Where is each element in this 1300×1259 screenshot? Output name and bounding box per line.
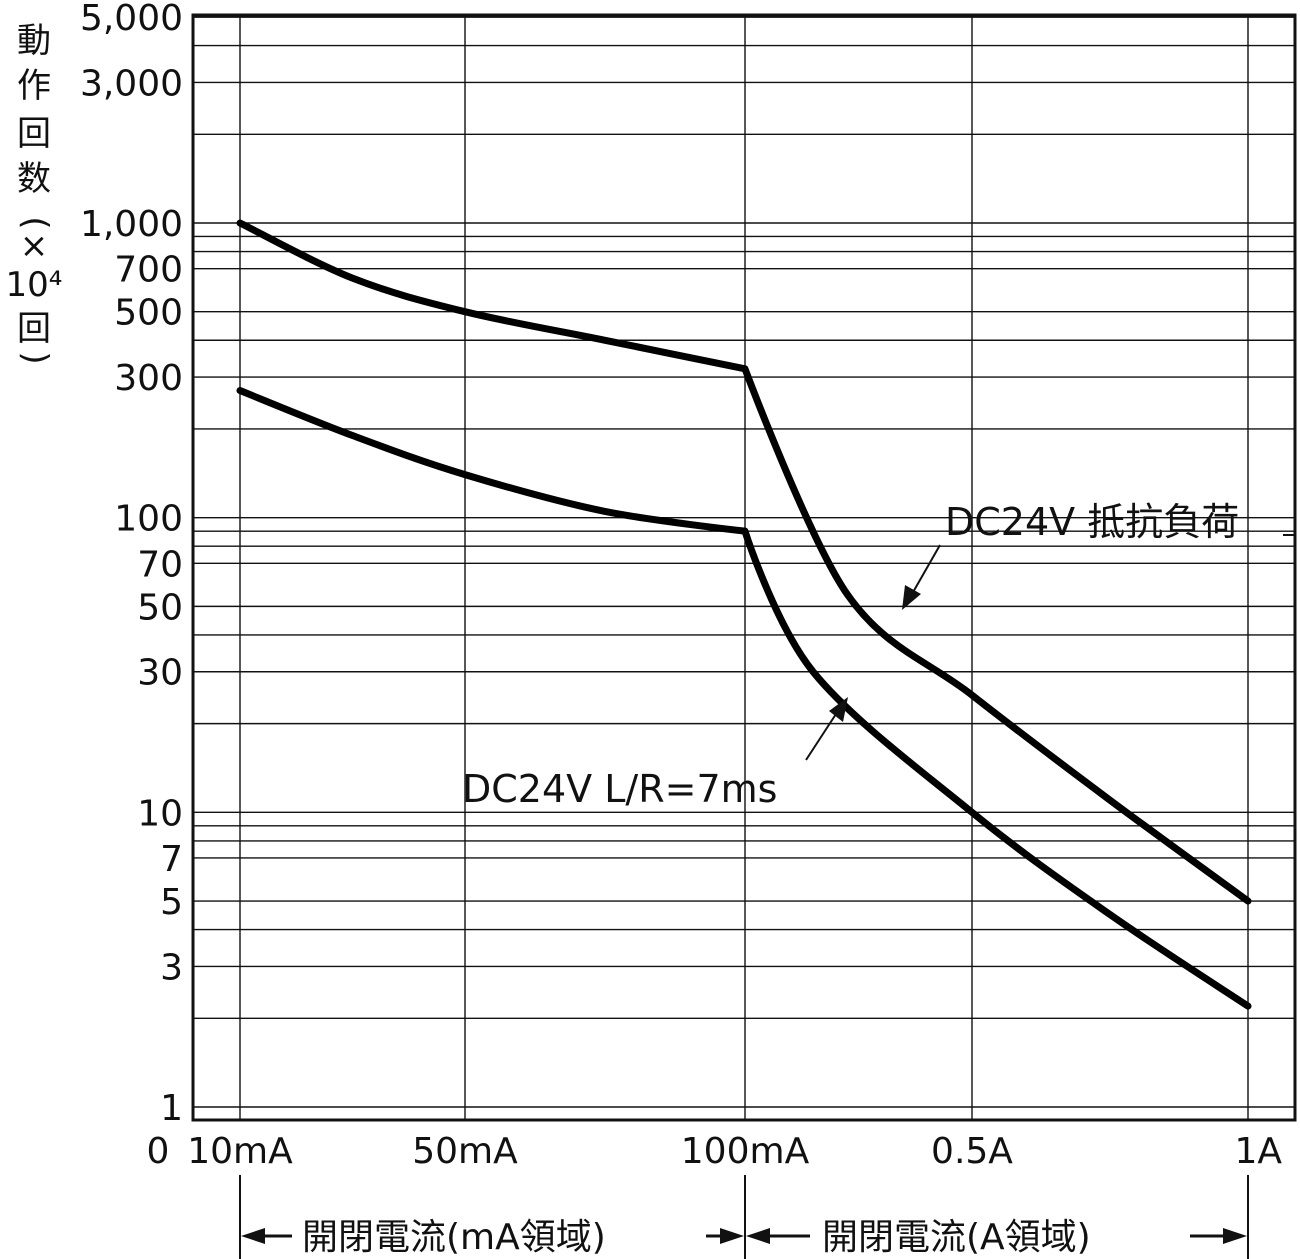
y-tick-label: 7 — [160, 839, 183, 880]
x-tick-label: 100mA — [681, 1131, 810, 1172]
annotation-leader — [911, 544, 941, 595]
x-range-brackets: 開閉電流(mA領域) 開閉電流(A領域) — [239, 1175, 1249, 1259]
grid-lines — [193, 15, 1295, 1120]
y-tick-label: 30 — [137, 653, 183, 694]
y-axis-label-char: 数 — [17, 159, 51, 199]
y-axis-label-char: 10⁴ — [6, 265, 63, 305]
series-line-1 — [236, 387, 1252, 1010]
x-origin-label: 0 — [147, 1131, 170, 1172]
annotation-arrowhead — [829, 697, 848, 722]
y-tick-label: 5,000 — [80, 0, 183, 39]
range-arrow-right — [1223, 1228, 1247, 1244]
y-tick-label: 3,000 — [80, 63, 183, 104]
range-label-ma: 開閉電流(mA領域) — [302, 1217, 606, 1258]
y-tick-label: 1 — [160, 1088, 183, 1129]
x-tick-label: 0.5A — [931, 1131, 1013, 1172]
y-tick-label: 3 — [160, 947, 183, 988]
range-arrow-left — [746, 1228, 770, 1244]
x-tick-label: 50mA — [412, 1131, 518, 1172]
y-tick-label: 300 — [114, 358, 183, 399]
y-axis-label-char: ) — [15, 351, 55, 364]
plot-frame — [191, 13, 1297, 1122]
series-lines — [236, 219, 1252, 1010]
y-axis-label-char: 回 — [17, 309, 51, 349]
y-tick-label: 500 — [114, 293, 183, 334]
series-annotations: DC24V 抵抗負荷 DC24V L/R=7ms — [462, 500, 1295, 811]
y-tick-label: 70 — [137, 544, 183, 585]
y-axis-label-char: ( — [15, 216, 55, 229]
y-axis-label-char: 回 — [17, 114, 51, 154]
y-tick-label: 50 — [137, 587, 183, 628]
annotation-resistive: DC24V 抵抗負荷 — [945, 500, 1239, 544]
y-tick-label: 700 — [114, 250, 183, 291]
series-line-0 — [236, 219, 1252, 905]
y-tick-label: 5 — [160, 882, 183, 923]
y-axis-label-char: 動 — [17, 21, 51, 61]
range-arrow-right — [720, 1228, 744, 1244]
y-axis-label-char: × — [20, 226, 49, 266]
y-axis-label-char: 作 — [17, 66, 51, 106]
annotation-leader — [805, 713, 837, 761]
y-tick-label: 1,000 — [80, 204, 183, 245]
annotation-inductive: DC24V L/R=7ms — [462, 767, 777, 811]
y-tick-label: 10 — [137, 793, 183, 834]
x-tick-labels: 0 10mA 50mA 100mA 0.5A 1A — [147, 1131, 1283, 1172]
range-arrow-left — [241, 1228, 265, 1244]
annotation-arrowhead — [902, 585, 921, 610]
x-tick-label: 10mA — [187, 1131, 293, 1172]
y-tick-label: 100 — [114, 499, 183, 540]
range-label-a: 開閉電流(A領域) — [822, 1217, 1091, 1258]
x-tick-label: 1A — [1234, 1131, 1282, 1172]
